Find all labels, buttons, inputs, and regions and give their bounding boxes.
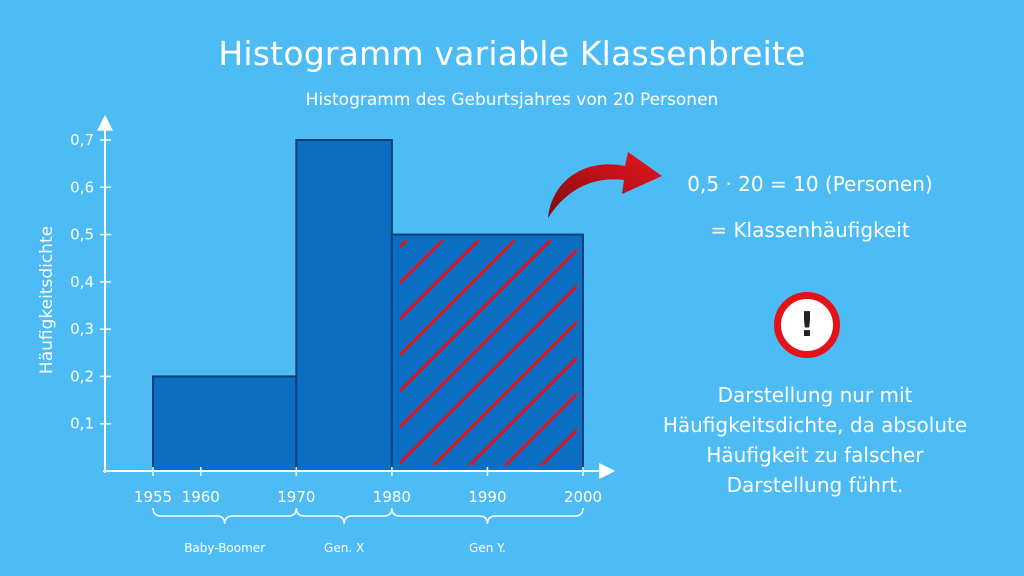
hatch-line (467, 355, 577, 465)
group-brace (295, 507, 393, 525)
y-tick-label: 0,5 (70, 226, 94, 244)
hatch-line (431, 319, 577, 465)
hatch-line (539, 427, 577, 465)
histogram-bar-1980-2000 (390, 233, 584, 472)
hatch-pattern (399, 240, 577, 465)
group-brace (391, 507, 584, 525)
histogram-bars (152, 139, 584, 472)
histogram-bar-1970-1980 (295, 139, 393, 472)
y-axis-label: Häufigkeitsdichte (37, 226, 57, 374)
warning-note-line: Darstellung nur mit (717, 383, 913, 407)
hatch-line (399, 247, 577, 430)
group-label: Baby-Boomer (184, 541, 265, 555)
warning-note: Darstellung nur mit Häufigkeitsdichte, d… (610, 380, 1020, 500)
group-label: Gen. X (324, 541, 364, 555)
warning-note-line: Darstellung führt. (726, 473, 904, 497)
exclamation-glyph: ! (799, 305, 815, 345)
hatch-line (399, 240, 553, 394)
hatch-line (399, 240, 481, 322)
y-tick-label: 0,4 (70, 273, 94, 291)
x-tick-label: 1980 (373, 488, 411, 506)
page-subtitle: Histogramm des Geburtsjahres von 20 Pers… (305, 90, 719, 110)
x-tick-label: 1990 (468, 488, 506, 506)
x-tick-label: 1970 (277, 488, 315, 506)
class-frequency-result: = Klassenhäufigkeit (710, 218, 910, 242)
y-tick-label: 0,6 (70, 178, 94, 196)
group-label: Gen Y. (469, 541, 506, 555)
hatch-line (399, 283, 577, 465)
y-tick-label: 0,2 (70, 367, 94, 385)
y-tick-label: 0,7 (70, 131, 94, 149)
axis-ticks: 1955 1960 1970 1980 1990 2000 0,1 0,2 0,3 0,4 0,5 0… (70, 131, 602, 506)
callout-arrow-icon (548, 152, 662, 218)
x-tick-label: 2000 (564, 488, 602, 506)
exclamation-icon: ! (774, 292, 840, 358)
class-frequency-formula: 0,5 · 20 = 10 (Personen) (687, 172, 933, 196)
warning-note-line: Häufigkeit zu falscher (706, 443, 924, 467)
group-brace (152, 507, 298, 525)
y-tick-label: 0,1 (70, 415, 94, 433)
chart-axes (97, 114, 616, 479)
generation-groups: Baby-Boomer Gen. X Gen Y. (152, 507, 584, 555)
x-tick-label: 1960 (182, 488, 220, 506)
hatch-line (503, 391, 577, 465)
warning-note-line: Häufigkeitsdichte, da absolute (662, 413, 968, 437)
page-title: Histogramm variable Klassenbreite (218, 34, 806, 73)
y-tick-label: 0,3 (70, 320, 94, 338)
histogram-bar-1955-1970 (152, 375, 298, 472)
x-tick-label: 1955 (134, 488, 172, 506)
hatch-line (399, 240, 445, 286)
hatch-line (399, 240, 517, 358)
